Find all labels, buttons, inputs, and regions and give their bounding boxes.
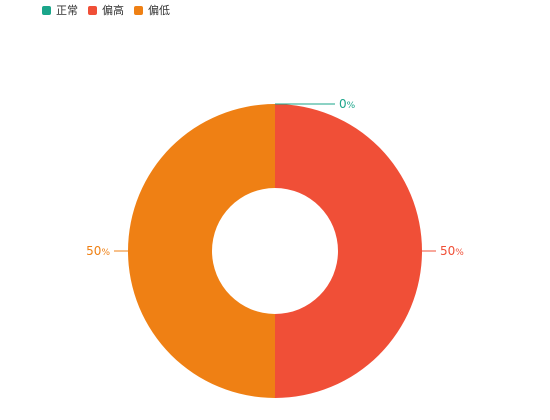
donut-slices [128,104,422,398]
data-label-high: 50% [440,244,464,258]
legend-swatch-normal [42,5,51,15]
legend-label-normal: 正常 [56,4,78,17]
legend-item-high[interactable]: 偏高 [88,2,124,18]
legend-label-low: 偏低 [148,4,170,17]
legend-item-low[interactable]: 偏低 [134,2,170,18]
donut-labels: 0% 50% 50% [86,97,464,258]
data-label-low: 50% [86,244,110,258]
legend-item-normal[interactable]: 正常 [42,2,78,18]
legend-swatch-high [88,5,97,15]
legend-swatch-low [134,5,143,15]
legend-label-high: 偏高 [102,4,124,17]
slice-high[interactable] [275,104,422,398]
chart-legend: 正常 偏高 偏低 [42,2,170,18]
data-label-normal: 0% [339,97,356,111]
slice-low[interactable] [128,104,275,398]
